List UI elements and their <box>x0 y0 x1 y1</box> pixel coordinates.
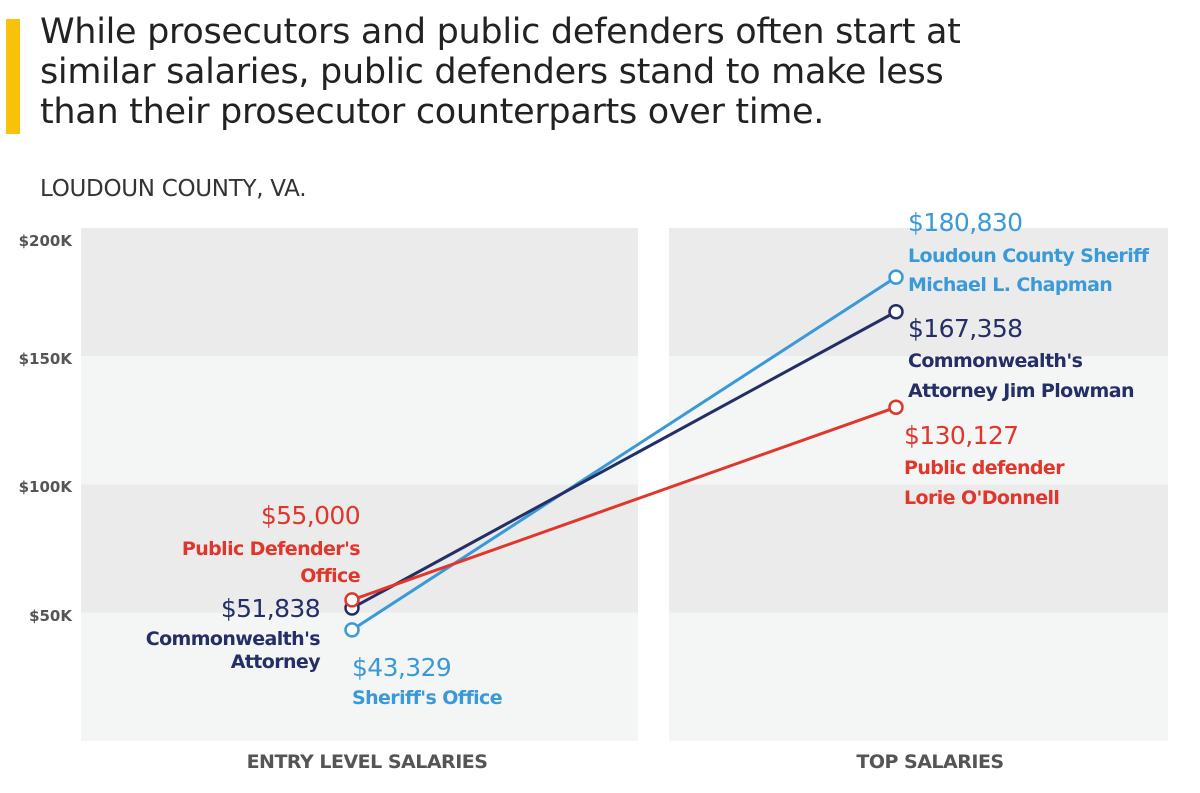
x-axis: ENTRY LEVEL SALARIES TOP SALARIES <box>247 751 1005 773</box>
data-label-value: $180,830 <box>908 208 1023 237</box>
headline-accent-bar <box>6 19 20 134</box>
headline-line: While prosecutors and public defenders o… <box>40 12 961 52</box>
panel-band <box>669 484 1168 613</box>
data-label-text: Attorney <box>231 651 322 673</box>
series-line <box>351 275 897 632</box>
y-axis: $200K $150K $100K $50K <box>19 232 74 625</box>
panel-band <box>81 612 638 741</box>
data-label-text: Loudoun County Sheriff <box>908 245 1150 267</box>
panel-band <box>669 612 1168 741</box>
data-label-text: Attorney Jim Plowman <box>908 380 1134 402</box>
panel-band <box>669 356 1168 485</box>
data-label-text: Commonwealth's <box>908 350 1083 372</box>
data-point <box>888 269 904 285</box>
chart-subtitle: LOUDOUN COUNTY, VA. <box>40 176 307 202</box>
data-labels: $43,329 Sheriff's Office $180,830 Loudou… <box>146 208 1151 709</box>
data-label-value: $167,358 <box>908 314 1023 343</box>
data-point <box>344 592 360 608</box>
y-tick-label: $100K <box>19 478 74 496</box>
panel-band <box>81 228 638 357</box>
panel-band <box>81 356 638 485</box>
data-label-text: Michael L. Chapman <box>908 274 1112 296</box>
y-tick-label: $150K <box>19 350 74 368</box>
headline-line: than their prosecutor counterparts over … <box>40 92 825 132</box>
headline-line: similar salaries, public defenders stand… <box>40 52 944 92</box>
data-label-value: $55,000 <box>261 501 360 530</box>
data-label-text: Commonwealth's <box>146 628 321 650</box>
series-lines <box>351 275 897 632</box>
x-category-label: ENTRY LEVEL SALARIES <box>247 751 488 773</box>
data-point <box>888 399 904 415</box>
data-label-value: $43,329 <box>352 653 451 682</box>
data-point <box>344 622 360 638</box>
data-label-text: Sheriff's Office <box>352 687 502 709</box>
data-label-text: Public Defender's <box>182 538 360 560</box>
data-label-value: $130,127 <box>904 421 1019 450</box>
data-label-text: Public defender <box>904 457 1065 479</box>
x-category-label: TOP SALARIES <box>856 751 1003 773</box>
data-label-text: Office <box>300 565 360 587</box>
series-line <box>351 310 897 610</box>
y-tick-label: $200K <box>19 232 74 250</box>
series-points <box>344 269 904 638</box>
panel-band <box>669 228 1168 357</box>
series-line <box>351 405 897 602</box>
data-label-value: $51,838 <box>221 594 320 623</box>
chart-headline: While prosecutors and public defenders o… <box>40 12 1160 132</box>
data-label-text: Lorie O'Donnell <box>904 487 1059 509</box>
data-point <box>888 303 904 320</box>
y-tick-label: $50K <box>29 607 73 625</box>
